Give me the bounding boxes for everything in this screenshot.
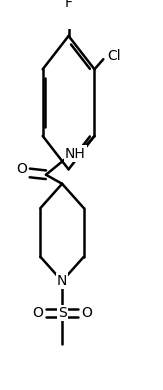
Text: Cl: Cl <box>107 49 121 63</box>
Text: O: O <box>32 306 43 320</box>
Text: O: O <box>16 162 27 176</box>
Text: S: S <box>58 306 67 320</box>
Text: O: O <box>81 306 92 320</box>
Text: F: F <box>65 0 73 11</box>
Text: NH: NH <box>65 147 85 161</box>
Text: N: N <box>57 274 67 288</box>
